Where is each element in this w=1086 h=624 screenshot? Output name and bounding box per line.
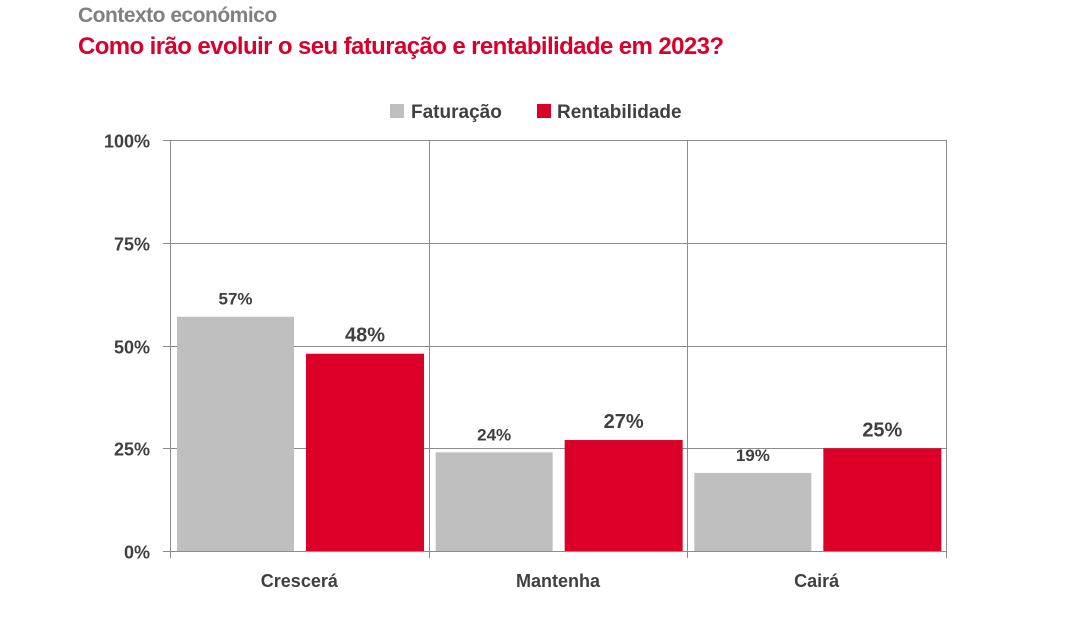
chart-subtitle: Contexto económico — [78, 4, 277, 27]
value-label-rentabilidade: 27% — [604, 411, 644, 433]
x-axis-labels: Crescerá Mantenha Cairá — [261, 571, 840, 591]
x-tick-label: Mantenha — [516, 571, 601, 591]
y-tick-label: 25% — [114, 440, 150, 460]
bar-rentabilidade — [823, 448, 942, 551]
bar-faturacao — [435, 452, 553, 551]
x-tick-label: Crescerá — [261, 571, 339, 591]
chart-title: Como irão evoluir o seu faturação e rent… — [78, 33, 724, 60]
legend-label-rentabilidade: Rentabilidade — [557, 102, 682, 123]
value-label-faturacao: 24% — [477, 425, 511, 444]
legend-swatch-faturacao — [390, 104, 404, 118]
bar-rentabilidade — [564, 440, 683, 551]
y-tick-label: 75% — [114, 235, 150, 255]
bar-faturacao — [177, 316, 294, 551]
value-label-rentabilidade: 48% — [345, 325, 385, 347]
value-label-rentabilidade: 25% — [862, 419, 902, 441]
legend: Faturação Rentabilidade — [390, 102, 682, 123]
bar-faturacao — [694, 472, 812, 551]
bars — [177, 316, 942, 551]
value-label-faturacao: 19% — [736, 446, 770, 465]
y-tick-label: 50% — [114, 338, 150, 358]
gridlines — [163, 140, 947, 558]
x-tick-label: Cairá — [794, 571, 840, 591]
legend-swatch-rentabilidade — [537, 104, 551, 118]
value-label-faturacao: 57% — [218, 290, 252, 309]
value-labels: 57% 24% 19% 48% 27% 25% — [218, 290, 902, 465]
y-tick-label: 100% — [104, 132, 150, 152]
y-axis-ticks: 0% 25% 50% 75% 100% — [104, 132, 150, 563]
bar-rentabilidade — [306, 353, 424, 551]
legend-label-faturacao: Faturação — [411, 102, 502, 123]
y-tick-label: 0% — [124, 543, 150, 563]
